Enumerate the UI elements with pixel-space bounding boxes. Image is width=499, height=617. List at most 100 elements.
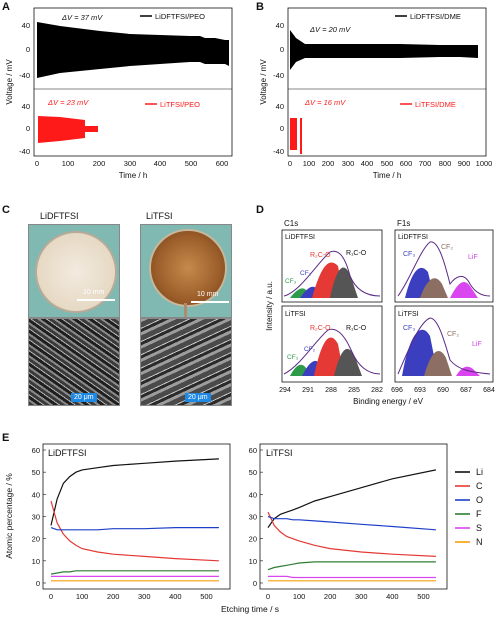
panel-e-ytick: 60 (249, 446, 257, 455)
panel-b-ytick: 40 (276, 21, 284, 30)
panel-d-xtick: 294 (279, 387, 291, 394)
panel-a-bottom-legend: LiTFSI/PEO (160, 100, 200, 109)
panel-a-bottom-dv: ΔV = 23 mV (47, 98, 89, 107)
panel-c-left-title: LiDFTFSI (40, 211, 79, 221)
panel-b-top-legend: LiDFTFSI/DME (410, 12, 461, 21)
panel-b-xtick: 700 (419, 159, 432, 168)
panel-b-ytick: 0 (280, 45, 284, 54)
panel-d-c1s-title: C1s (284, 219, 298, 228)
legend-label-s: S (476, 523, 482, 533)
panel-d-xtick: 684 (483, 387, 495, 394)
panel-d-peak-label: CF₂ (441, 244, 453, 251)
panel-b-ytick: -40 (273, 147, 284, 156)
panel-d-peak-label: CF₂ (300, 270, 312, 277)
panel-b-top-dv: ΔV = 20 mV (309, 25, 351, 34)
panel-a-ytick: 40 (22, 102, 30, 111)
panel-b-xtick: 300 (342, 159, 355, 168)
series-line-c (267, 511, 436, 557)
scale-label: 10 mm (197, 291, 219, 298)
panel-e-ytick: 50 (32, 468, 40, 477)
panel-e-left-chart: LiDFTFSI (42, 443, 231, 590)
panel-e-xtick: 100 (76, 592, 89, 601)
panel-b-ytick: 40 (276, 102, 284, 111)
panel-e-xtick: 300 (138, 592, 151, 601)
panel-d-peak-label: R₂C-O (310, 325, 331, 332)
series-line-o (267, 515, 436, 531)
panel-b-xtick: 0 (288, 159, 292, 168)
legend-label-li: Li (476, 467, 483, 477)
panel-d-label: D (256, 204, 264, 216)
panel-b-ylabel: Voltage / mV (259, 59, 268, 105)
panel-a-ytick: -40 (19, 71, 30, 80)
panel-e-ytick: 30 (32, 513, 40, 522)
panel-a-chart: ΔV = 37 mV LiDFTFSI/PEO ΔV = 23 mV LiTFS… (5, 7, 233, 180)
panel-a-xlabel: Time / h (119, 171, 148, 180)
panel-b-xtick: 200 (322, 159, 335, 168)
panel-e-xtick: 0 (266, 592, 270, 601)
photo-litfsi-membrane: 10 mm (140, 224, 232, 318)
panel-b-ytick: -40 (273, 71, 284, 80)
panel-d-peak-label: CF₃ (287, 354, 299, 361)
series-line-li (267, 469, 437, 528)
panel-a-xtick: 0 (35, 159, 39, 168)
panel-b-xtick: 1000 (476, 159, 493, 168)
panel-a-xtick: 200 (93, 159, 106, 168)
panel-d-peak-label: R₁C-O (346, 250, 367, 257)
panel-d-f1s-top-tag: LiDFTFSI (398, 234, 428, 241)
legend-label-o: O (476, 495, 483, 505)
panel-d-peak-label: LiF (472, 341, 482, 348)
panel-a-label: A (2, 1, 10, 13)
panel-d-f1s-title: F1s (397, 219, 410, 228)
panel-e-xtick: 500 (417, 592, 430, 601)
panel-e-right-chart: LiTFSI (259, 443, 448, 590)
panel-d-c1s-bottom-tag: LiTFSI (285, 311, 306, 318)
panel-d-xtick: 687 (460, 387, 472, 394)
panel-b-bottom-dv: ΔV = 16 mV (304, 98, 346, 107)
panel-e-ytick: 30 (249, 513, 257, 522)
series-line-f (267, 561, 436, 571)
legend-label-c: C (476, 481, 483, 491)
series-line-s (268, 575, 436, 579)
panel-e-xlabel: Etching time / s (221, 604, 279, 614)
panel-d-peak-label: CF₃ (403, 251, 415, 258)
panel-d-f1s-bottom-tag: LiTFSI (398, 311, 419, 318)
panel-a-xtick: 300 (124, 159, 137, 168)
panel-a-top-legend: LiDFTFSI/PEO (155, 12, 205, 21)
panel-b-xlabel: Time / h (373, 171, 402, 180)
series-line-c (50, 500, 219, 562)
panel-b-label: B (256, 1, 264, 13)
panel-d-peak-label: CF₂ (304, 346, 316, 353)
panel-e-ytick: 20 (32, 535, 40, 544)
panel-a-top-dv: ΔV = 37 mV (61, 13, 103, 22)
panel-c-right-title: LiTFSI (146, 211, 173, 221)
panel-a-xtick: 500 (185, 159, 198, 168)
panel-e-label: E (2, 432, 9, 444)
panel-d-peak-label: CF₃ (285, 278, 297, 285)
panel-e-ytick: 50 (249, 468, 257, 477)
panel-d-xtick: 693 (414, 387, 426, 394)
panel-b-xtick: 800 (439, 159, 452, 168)
sem-scale-label: 20 μm (71, 393, 97, 402)
panel-b-bottom-trace (290, 118, 297, 150)
panel-a-xtick: 600 (216, 159, 229, 168)
panel-b-xtick: 600 (400, 159, 413, 168)
panel-a-ylabel: Voltage / mV (5, 59, 14, 105)
sem-scale-label: 20 μm (185, 393, 211, 402)
scale-label: 10 mm (83, 289, 105, 296)
panel-d-c1s-top-tag: LiDFTFSI (285, 234, 315, 241)
panel-d-xlabel: Binding energy / eV (353, 397, 423, 406)
panel-a-bottom-trace (38, 116, 98, 143)
series-line-f (50, 570, 219, 575)
legend-label-f: F (476, 509, 482, 519)
panel-e-ytick: 20 (249, 535, 257, 544)
panel-a-ytick: 40 (22, 21, 30, 30)
panel-e-xtick: 100 (293, 592, 306, 601)
panel-d-xtick: 690 (437, 387, 449, 394)
panel-b-xtick: 100 (303, 159, 316, 168)
panel-d-xtick: 288 (325, 387, 337, 394)
scale-bar (77, 299, 115, 301)
panel-d-ylabel: Intensity / a.u. (265, 281, 274, 331)
panel-d-peak-label: CF₂ (447, 331, 459, 338)
